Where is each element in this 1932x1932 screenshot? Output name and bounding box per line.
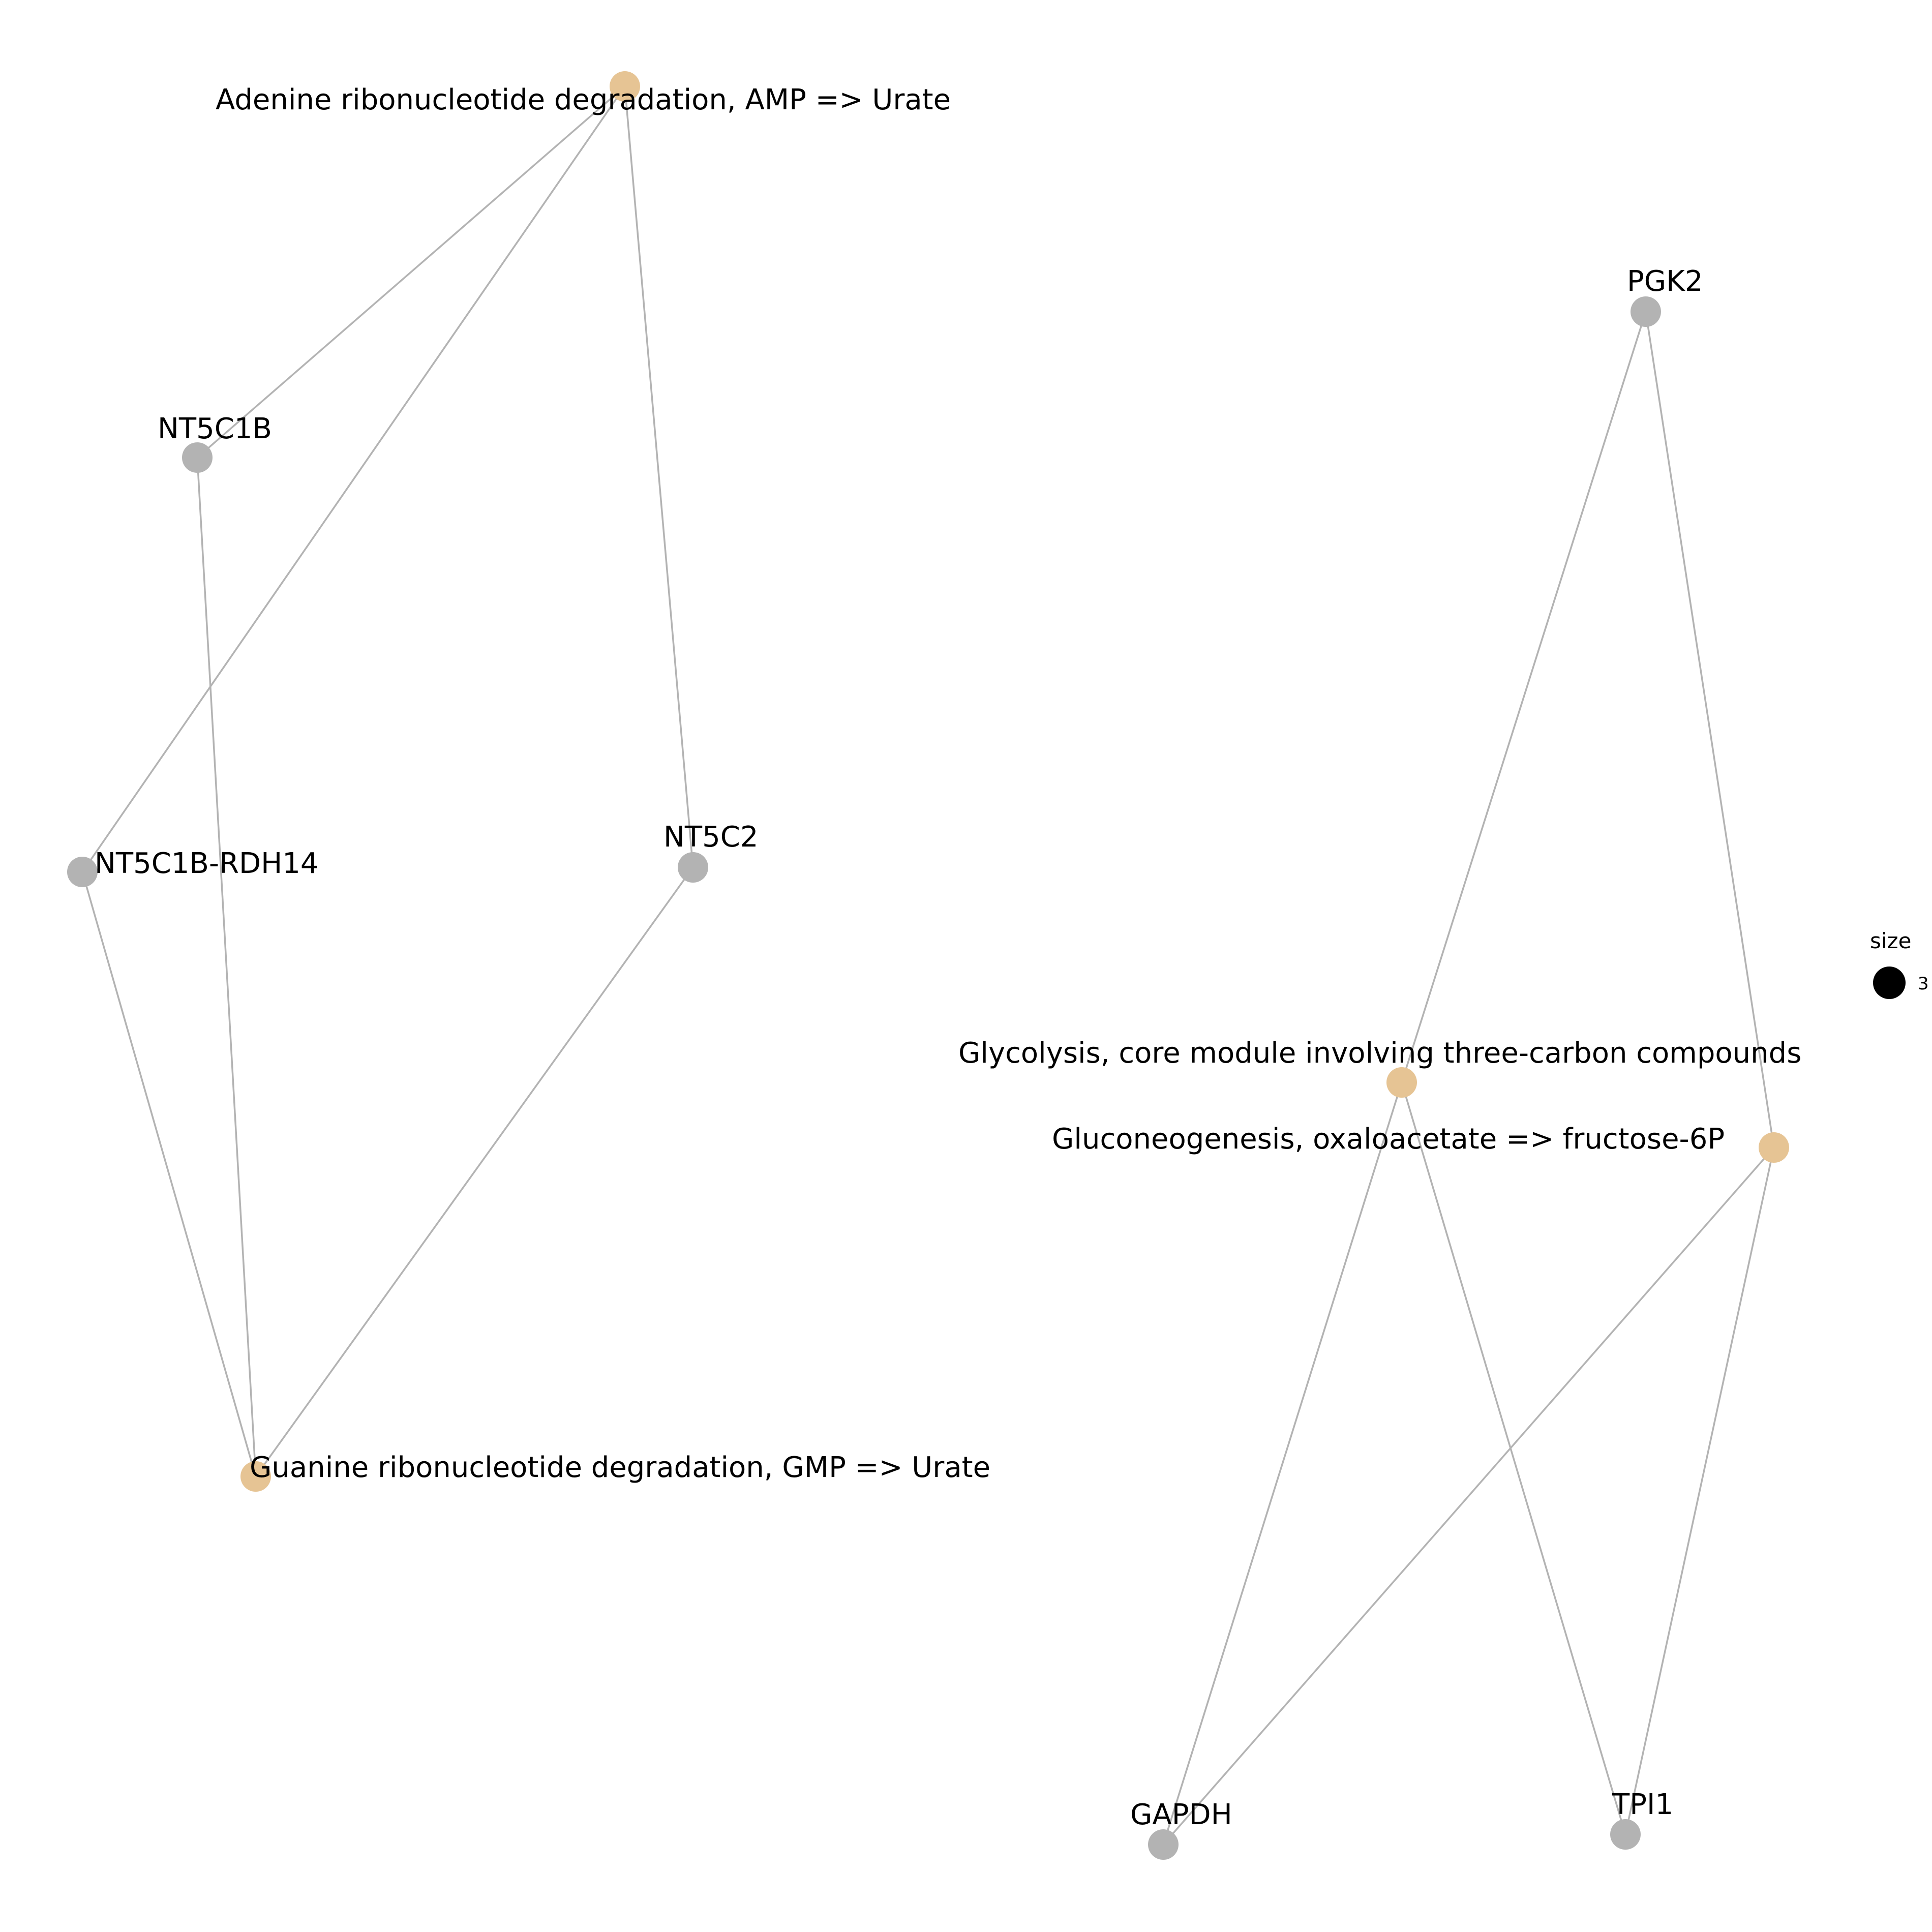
node-label-gmp: Guanine ribonucleotide degradation, GMP …	[250, 1451, 990, 1484]
edge-nt5c2-gmp	[255, 866, 694, 1477]
edge-amp-nt5c2	[624, 86, 694, 868]
edge-pgk2-gluc	[1645, 311, 1775, 1148]
edge-amp-nt5c1b_rdh14	[81, 86, 626, 872]
gene-node-nt5c1b_rdh14	[67, 857, 98, 887]
node-label-nt5c2: NT5C2	[663, 821, 758, 854]
size-legend: size 3	[1870, 928, 1929, 999]
edge-gluc-tpi1	[1624, 1147, 1775, 1835]
node-label-glyc: Glycolysis, core module involving three-…	[958, 1037, 1801, 1070]
legend-size-marker	[1873, 967, 1906, 999]
edge-amp-nt5c1b	[196, 85, 626, 459]
edge-gluc-gapdh	[1162, 1146, 1775, 1846]
edges-layer	[81, 85, 1775, 1846]
gene-node-pgk2	[1631, 296, 1661, 327]
node-label-pgk2: PGK2	[1627, 265, 1703, 298]
edge-nt5c1b_rdh14-gmp	[81, 871, 257, 1477]
legend-size-label: 3	[1918, 974, 1929, 994]
gene-node-tpi1	[1610, 1819, 1641, 1850]
nodes-layer	[67, 71, 1789, 1860]
edge-nt5c1b-gmp	[196, 457, 257, 1477]
edge-glyc-gapdh	[1162, 1082, 1403, 1845]
edge-pgk2-glyc	[1401, 311, 1647, 1083]
legend-title: size	[1870, 928, 1911, 953]
edge-glyc-tpi1	[1401, 1082, 1626, 1835]
labels-layer: Adenine ribonucleotide degradation, AMP …	[95, 83, 1801, 1831]
node-label-amp: Adenine ribonucleotide degradation, AMP …	[216, 83, 951, 116]
category-node-glyc	[1386, 1067, 1417, 1098]
category-node-gmp	[240, 1461, 271, 1492]
gene-node-gapdh	[1148, 1829, 1179, 1860]
category-node-amp	[610, 71, 640, 102]
node-label-gapdh: GAPDH	[1130, 1798, 1232, 1831]
node-label-tpi1: TPI1	[1612, 1788, 1673, 1821]
node-label-gluc: Gluconeogenesis, oxaloacetate => fructos…	[1052, 1123, 1725, 1156]
category-node-gluc	[1759, 1132, 1789, 1163]
node-label-nt5c1b_rdh14: NT5C1B-RDH14	[95, 847, 318, 880]
gene-node-nt5c2	[678, 852, 708, 883]
gene-node-nt5c1b	[182, 442, 213, 473]
node-label-nt5c1b: NT5C1B	[158, 412, 272, 445]
